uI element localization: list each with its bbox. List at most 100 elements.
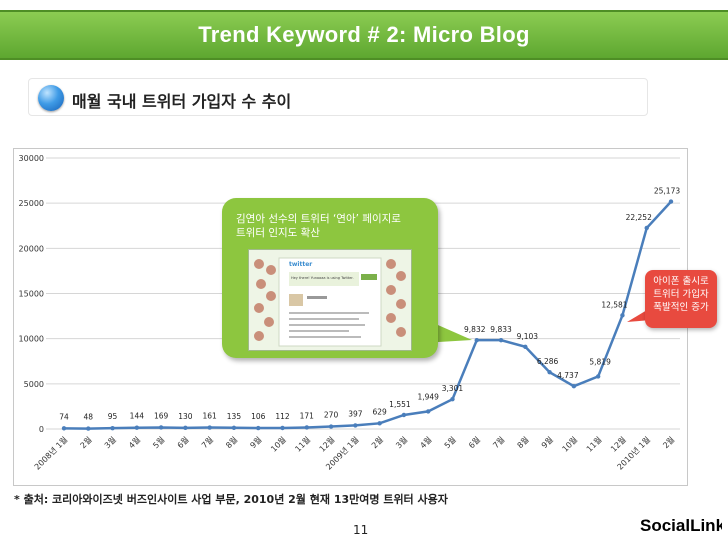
page-number: 11 <box>353 523 369 537</box>
data-label: 5,819 <box>589 357 611 366</box>
callout-line-2: 트위터 가입자 <box>653 289 709 300</box>
data-label: 1,551 <box>389 400 411 409</box>
callout-text: 김연아 선수의 트위터 ‘연아’ 페이지로 트위터 인지도 확산 <box>236 212 401 240</box>
data-point <box>450 396 455 402</box>
logo-text: SocialLink <box>640 516 722 535</box>
x-tick-label: 3월 <box>393 434 409 450</box>
x-tick-label: 4월 <box>126 434 142 450</box>
data-point <box>110 425 115 431</box>
data-label: 74 <box>59 412 69 421</box>
header-banner: Trend Keyword # 2: Micro Blog <box>0 10 728 60</box>
data-point <box>595 374 601 379</box>
slide-title: Trend Keyword # 2: Micro Blog <box>198 22 530 47</box>
data-label: 22,252 <box>626 213 652 222</box>
x-tick-label: 11월 <box>584 434 603 453</box>
x-tick-label: 9월 <box>539 434 555 450</box>
data-point <box>86 426 91 431</box>
sociallink-logo: SocialLink <box>640 510 726 538</box>
data-label: 171 <box>300 411 315 420</box>
y-tick-label: 5000 <box>24 380 44 389</box>
bullet-orb-icon <box>38 85 64 111</box>
twitter-page-screenshot: twitter Hey there! Yunaaaa is using Twit… <box>248 249 412 351</box>
data-label: 135 <box>227 412 242 421</box>
series-line <box>63 200 672 430</box>
data-point <box>523 344 528 349</box>
data-label: 4,737 <box>557 371 579 380</box>
data-point <box>426 409 431 414</box>
data-point <box>61 426 67 431</box>
x-tick-label: 2008년 1월 <box>32 434 69 471</box>
data-label: 12,581 <box>601 300 627 309</box>
x-tick-label: 5월 <box>442 434 458 450</box>
callout-iphone: 아이폰 출시로 트위터 가입자 폭발적인 증가 <box>627 270 717 328</box>
y-tick-label: 10000 <box>19 335 44 344</box>
screenshot-caption: Hey there! Yunaaaa is using Twitter. <box>291 276 354 280</box>
data-label: 144 <box>130 412 145 421</box>
callout-line-3: 폭발적인 증가 <box>653 302 709 313</box>
y-tick-label: 0 <box>39 425 44 434</box>
x-tick-label: 6월 <box>466 434 482 450</box>
callout-line-1: 김연아 선수의 트위터 ‘연아’ 페이지로 <box>236 213 401 225</box>
callout-bubble <box>645 270 717 328</box>
x-tick-label: 8월 <box>223 434 239 450</box>
data-point <box>571 384 577 389</box>
data-point <box>207 425 212 430</box>
data-label: 106 <box>251 412 266 421</box>
x-tick-label: 5월 <box>151 434 167 450</box>
data-point <box>620 313 625 318</box>
y-tick-label: 30000 <box>19 154 44 163</box>
data-label: 169 <box>154 411 169 420</box>
data-label: 112 <box>275 412 290 421</box>
x-tick-label: 12월 <box>317 434 336 453</box>
callout-line-2: 트위터 인지도 확산 <box>236 227 320 239</box>
data-point <box>183 425 188 431</box>
callout-line-1: 아이폰 출시로 <box>653 276 709 287</box>
x-tick-label: 10월 <box>560 434 579 453</box>
data-label: 9,833 <box>490 325 512 334</box>
data-label: 161 <box>203 412 218 421</box>
x-tick-label: 7월 <box>491 434 507 450</box>
data-label: 270 <box>324 411 339 420</box>
callout-text: 아이폰 출시로 트위터 가입자 폭발적인 증가 <box>645 275 717 314</box>
data-label: 397 <box>348 409 363 418</box>
chart-subtitle: 매월 국내 트위터 가입자 수 추이 <box>72 92 292 111</box>
data-label: 1,949 <box>417 392 439 401</box>
data-point <box>377 421 382 426</box>
data-point <box>158 425 164 430</box>
svg-text:twitter: twitter <box>289 261 312 268</box>
data-point <box>231 425 237 430</box>
data-point <box>328 424 334 429</box>
data-point <box>498 337 504 343</box>
data-point <box>280 425 285 431</box>
source-footnote: * 출처: 코리아와이즈넷 버즈인사이트 사업 부문, 2010년 2월 현재 … <box>14 493 448 506</box>
x-tick-label: 8월 <box>515 434 531 450</box>
x-tick-label: 4월 <box>418 434 434 450</box>
data-point <box>547 370 552 375</box>
data-label: 130 <box>178 412 193 421</box>
x-tick-label: 9월 <box>248 434 264 450</box>
x-tick-label: 7월 <box>199 434 215 450</box>
screenshot-image: twitter Hey there! Yunaaaa is using Twit… <box>249 250 411 350</box>
callout-yuna: 김연아 선수의 트위터 ‘연아’ 페이지로 트위터 인지도 확산 twitter… <box>222 198 472 358</box>
x-tick-label: 2월 <box>661 434 677 450</box>
y-tick-label: 15000 <box>19 290 44 299</box>
data-label: 6,286 <box>537 357 559 366</box>
x-tick-label: 3월 <box>102 434 118 450</box>
x-tick-label: 11월 <box>293 434 312 453</box>
data-point <box>304 425 309 430</box>
data-point <box>256 425 261 431</box>
data-point <box>353 423 358 428</box>
data-label: 9,832 <box>464 325 486 334</box>
y-tick-label: 20000 <box>19 244 44 253</box>
data-label: 9,103 <box>517 332 539 341</box>
x-tick-label: 10월 <box>268 434 287 453</box>
data-label: 629 <box>372 407 387 416</box>
x-tick-label: 6월 <box>175 434 191 450</box>
data-label: 25,173 <box>654 187 680 196</box>
subtitle-bar <box>28 78 648 116</box>
data-point <box>401 412 407 418</box>
data-point <box>134 425 140 430</box>
x-tick-label: 2월 <box>78 434 94 450</box>
data-label: 48 <box>84 413 94 422</box>
data-label: 95 <box>108 412 118 421</box>
